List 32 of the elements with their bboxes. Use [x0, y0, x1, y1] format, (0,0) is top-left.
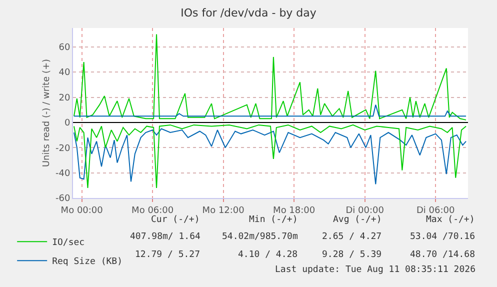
- text: Last update: Tue Aug 11 08:35:11 2026: [275, 265, 476, 275]
- text: Cur (-/+): [151, 215, 200, 225]
- y-tick-label: -20: [55, 144, 70, 154]
- text: 53.04 /70.16: [410, 232, 476, 242]
- y-tick-label: -40: [55, 168, 70, 179]
- y-tick-label: 40: [58, 68, 70, 78]
- text: 407.98m/ 1.64: [130, 232, 200, 242]
- text: 9.28 / 5.39: [322, 250, 382, 260]
- y-tick-label: -60: [55, 194, 70, 204]
- x-tick-label: Mo 06:00: [132, 206, 174, 216]
- chart-title: IOs for /dev/vda - by day: [180, 6, 317, 20]
- y-axis-title: Units read (-) / write (+): [42, 58, 52, 168]
- legend-label: IO/sec: [52, 238, 85, 248]
- x-tick-label: Di 00:00: [346, 206, 384, 216]
- y-tick-label: 20: [58, 93, 70, 104]
- text: 4.10 / 4.28: [238, 250, 298, 260]
- text: Avg (-/+): [333, 215, 382, 225]
- y-tick-label: 0: [64, 118, 70, 129]
- x-tick-label: Mo 12:00: [202, 206, 245, 216]
- line-series: [73, 34, 467, 120]
- text: Min (-/+): [249, 215, 298, 225]
- x-tick-label: Di 06:00: [416, 206, 455, 216]
- y-tick-label: 60: [58, 43, 70, 54]
- text: 54.02m/985.70m: [222, 232, 298, 242]
- text: 2.65 / 4.27: [322, 232, 382, 242]
- x-tick-label: Mo 00:00: [60, 206, 104, 216]
- text: Max (-/+): [426, 215, 475, 225]
- text: 48.70 /14.68: [410, 250, 476, 260]
- legend-label: Req Size (KB): [52, 257, 123, 268]
- x-tick-label: Mo 18:00: [273, 206, 316, 216]
- line-series: [73, 104, 467, 117]
- text: 12.79 / 5.27: [135, 250, 200, 260]
